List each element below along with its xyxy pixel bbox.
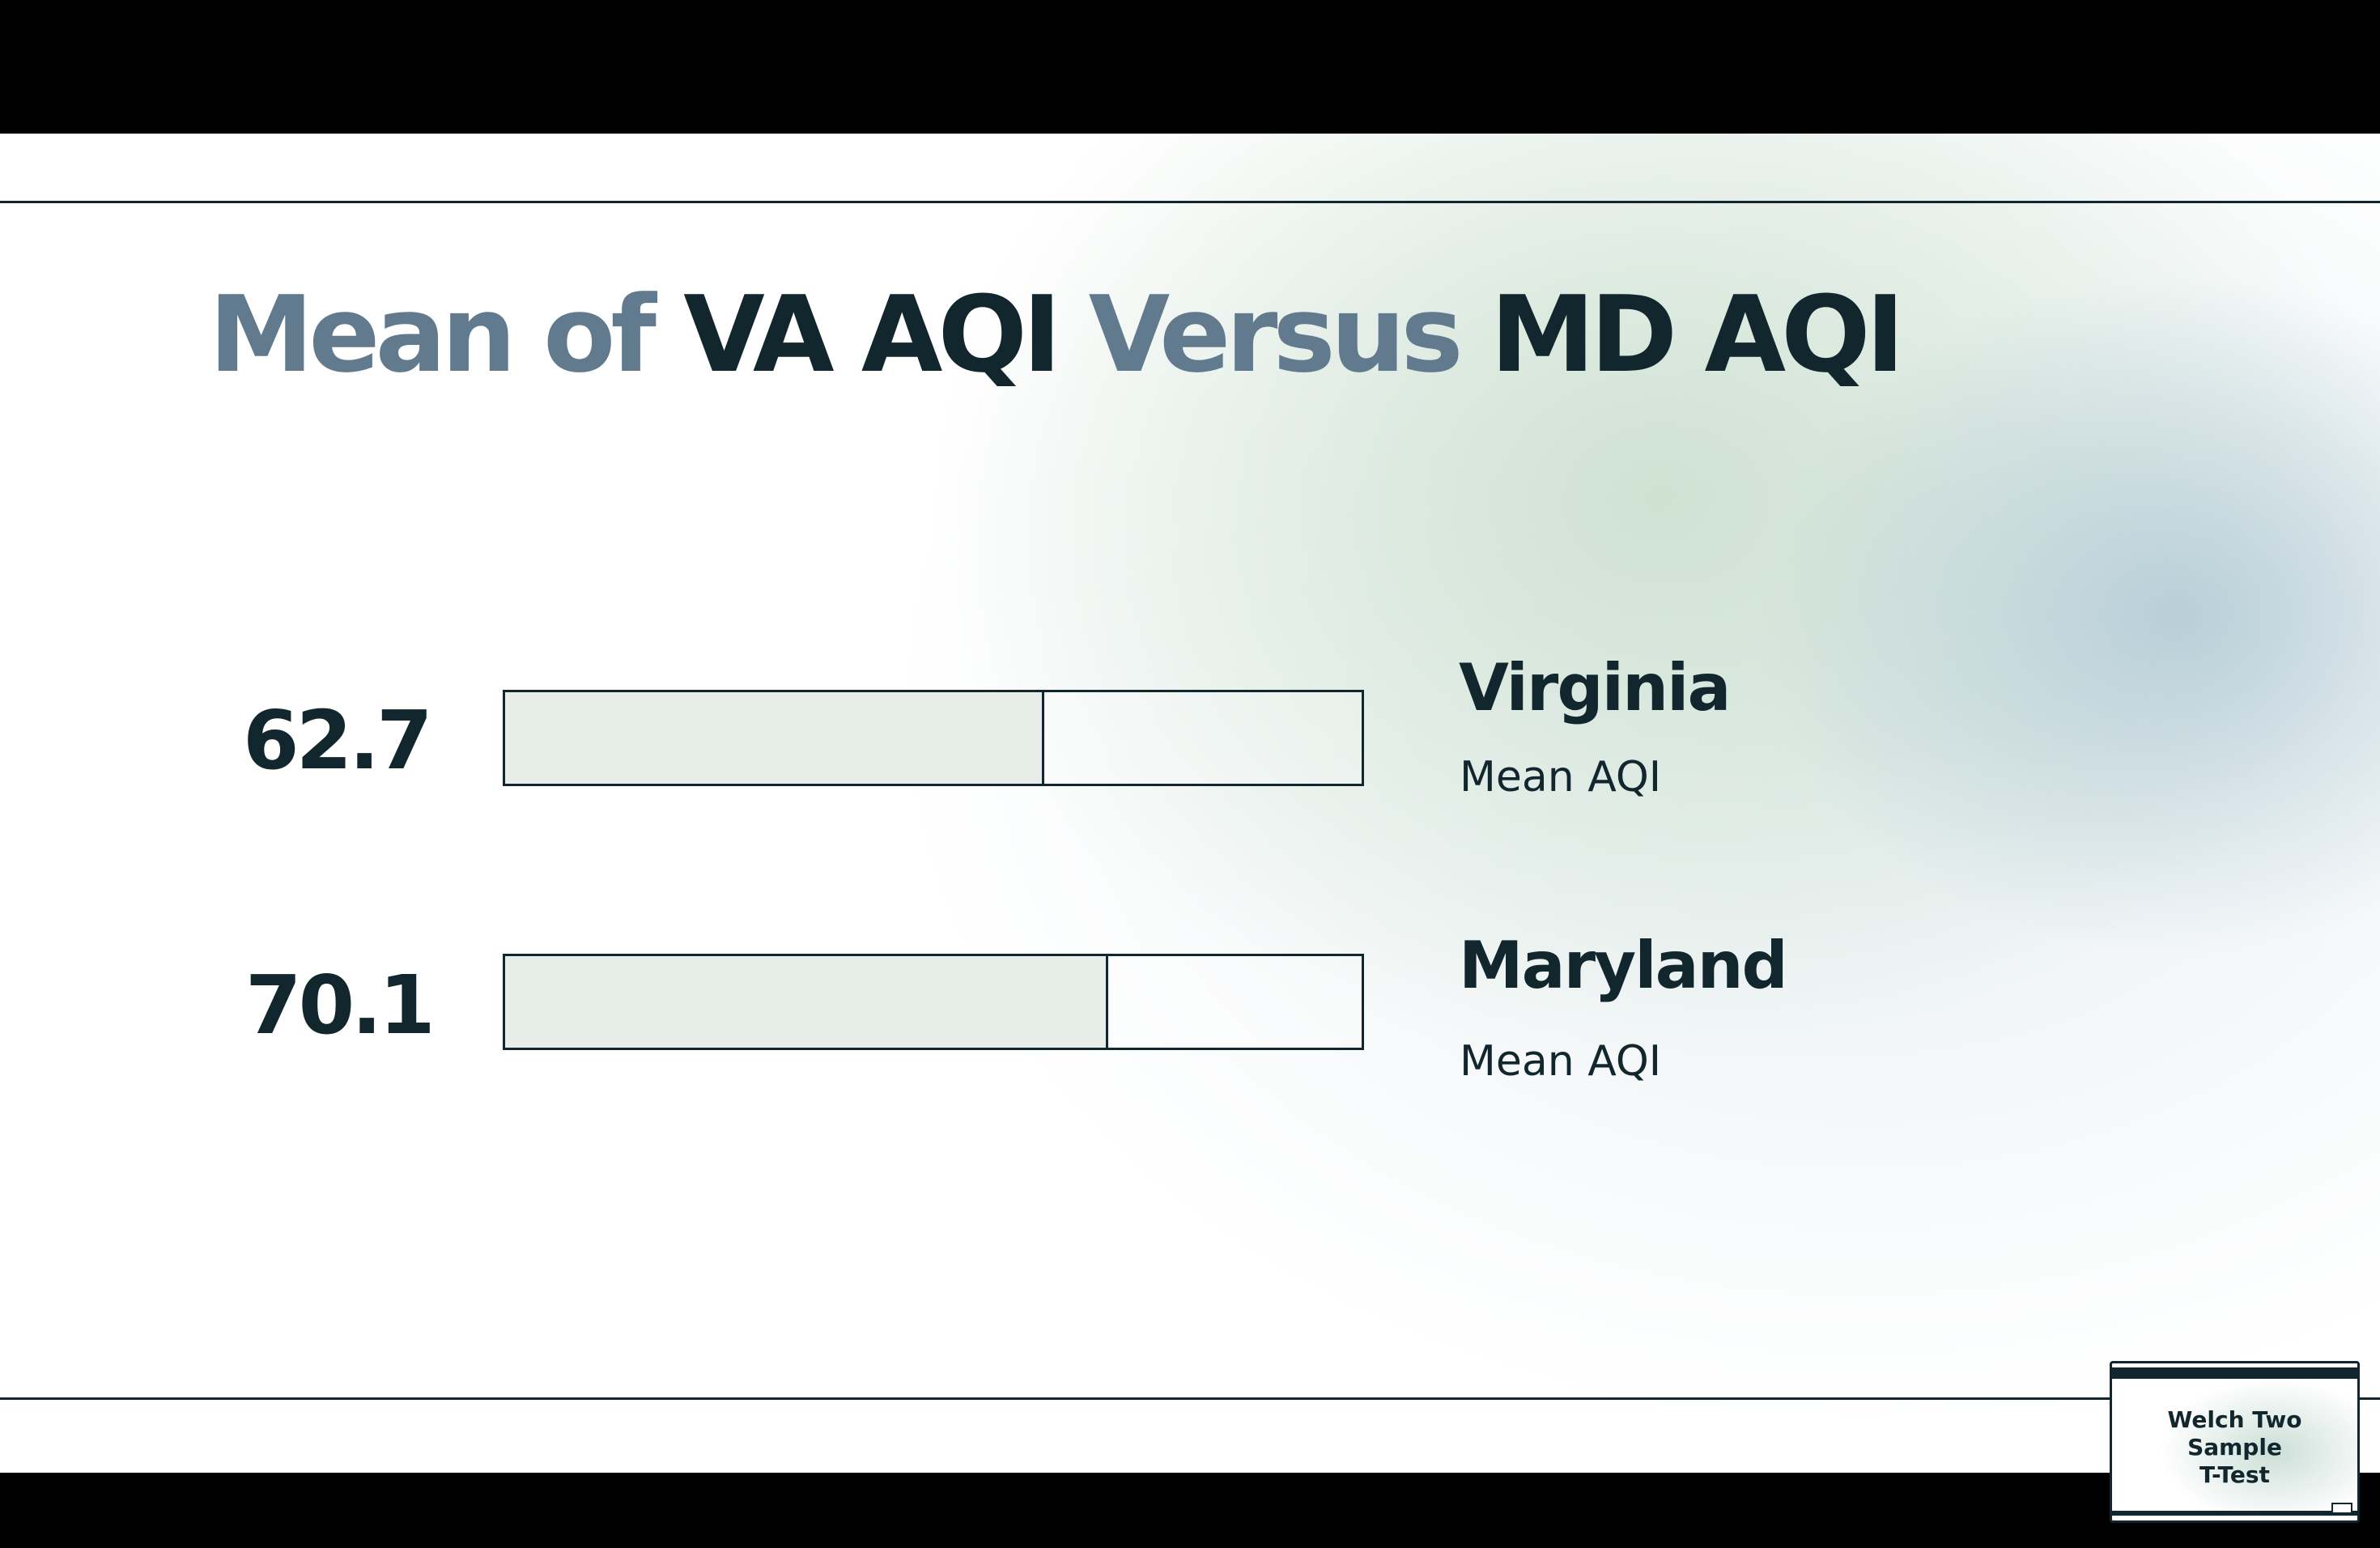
category-label-maryland: Maryland: [1459, 928, 1788, 1003]
bar-track-virginia: [503, 690, 1364, 786]
thumbnail-expand-icon: [2331, 1503, 2352, 1514]
slide-title: Mean of VA AQI Versus MD AQI: [209, 282, 1905, 387]
title-part-3: Versus: [1056, 273, 1490, 396]
value-label-maryland: 70.1: [245, 958, 436, 1053]
title-part-2: VA AQI: [683, 273, 1061, 396]
bar-track-maryland: [503, 954, 1364, 1050]
thumbnail-title: Welch Two Sample T-Test: [2167, 1406, 2302, 1488]
next-slide-thumbnail[interactable]: Welch Two Sample T-Test: [2110, 1361, 2360, 1523]
thumbnail-top-bar: [2112, 1367, 2357, 1379]
bar-fill-maryland: [505, 956, 1108, 1048]
value-label-virginia: 62.7: [243, 693, 433, 788]
slide: Mean of VA AQI Versus MD AQI 62.7 Virgin…: [0, 134, 2380, 1473]
sublabel-virginia: Mean AQI: [1460, 753, 1662, 802]
title-part-4: MD AQI: [1490, 273, 1905, 396]
title-part-1: Mean of: [209, 273, 684, 396]
sublabel-maryland: Mean AQI: [1460, 1037, 1662, 1086]
bottom-divider: [0, 1397, 2380, 1400]
category-label-virginia: Virginia: [1459, 650, 1731, 725]
top-divider: [0, 201, 2380, 203]
thumbnail-background: [2112, 1379, 2357, 1511]
bar-fill-virginia: [505, 692, 1045, 784]
thumbnail-bottom-bar: [2112, 1511, 2357, 1516]
